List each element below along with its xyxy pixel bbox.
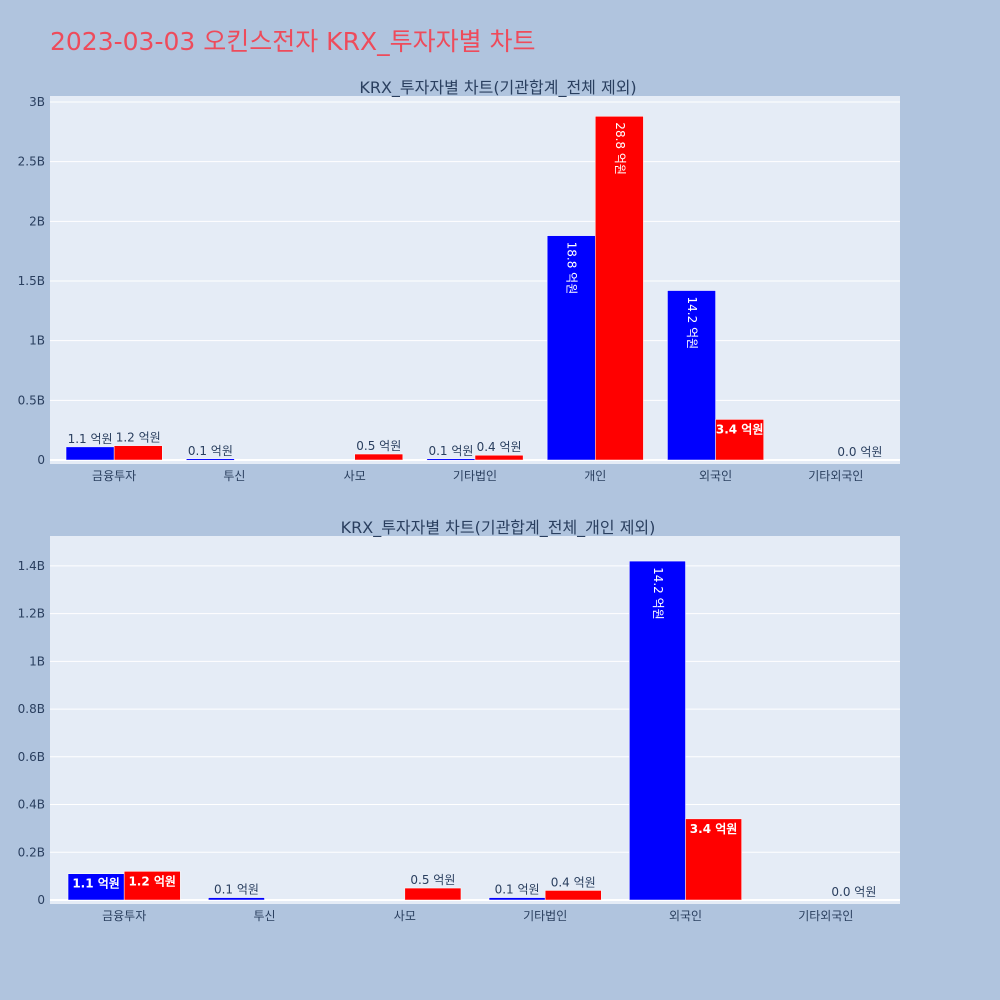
x-tick-label: 기타법인 [523,909,567,923]
y-tick-label: 1.5B [18,274,45,288]
y-tick-label: 1.4B [18,559,45,573]
data-label: 0.1 억원 [495,883,540,897]
data-label: 14.2 억원 [685,297,699,350]
data-label: 18.8 억원 [565,242,579,295]
data-label: 0.1 억원 [188,444,233,458]
x-tick-label: 기타외국인 [798,909,853,923]
x-tick-label: 기타법인 [453,469,497,483]
data-label: 0.1 억원 [214,883,259,897]
data-label: 0.4 억원 [551,875,596,889]
chart-top: KRX_투자자별 차트(기관합계_전체 제외) 0 0.5B 1B 1.5B 2B 2.5B… [18,78,900,483]
bar [715,419,764,461]
bar [667,290,716,461]
data-label: 3.4 억원 [716,422,764,436]
x-tick-label: 외국인 [699,469,732,483]
y-tick-label: 1B [29,654,45,668]
x-tick-label: 외국인 [669,909,702,923]
bar [629,560,686,901]
data-label: 1.2 억원 [128,874,176,888]
x-tick-label: 사모 [344,469,366,483]
data-label: 1.1 억원 [68,432,113,446]
x-tick-label: 투신 [223,469,245,483]
y-tick-label: 0.4B [18,798,45,812]
data-label: 0.1 억원 [428,444,473,458]
bar [65,446,115,461]
bar [546,235,596,461]
bar [595,116,644,461]
plot-area [50,96,900,464]
y-tick-label: 2.5B [18,155,45,169]
data-label: 0.5 억원 [356,439,401,453]
bar [426,458,476,461]
y-tick-label: 1.2B [18,607,45,621]
data-label: 0.0 억원 [831,885,876,899]
data-label: 0.4 억원 [477,440,522,454]
bar [354,453,404,461]
y-tick-label: 0.5B [18,393,45,407]
data-label: 1.1 억원 [72,877,120,891]
data-label: 28.8 억원 [613,122,627,175]
bar [685,818,742,901]
chart-title: KRX_투자자별 차트(기관합계_전체 제외) [359,78,636,98]
data-label: 1.2 억원 [116,431,161,445]
bar [123,871,181,901]
bar [544,890,602,901]
page-title: 2023-03-03 오킨스전자 KRX_투자자별 차트 [50,27,536,56]
data-label: 3.4 억원 [690,822,738,836]
bar [186,458,235,461]
x-tick-label: 금융투자 [102,909,146,923]
bar [404,887,462,901]
y-tick-label: 0.6B [18,750,45,764]
data-label: 14.2 억원 [651,567,665,620]
data-label: 0.0 억원 [837,445,882,459]
bar [208,897,265,901]
y-tick-label: 1B [29,334,45,348]
data-label: 0.5 억원 [410,873,455,887]
plot-area [50,536,900,904]
bar [488,897,546,901]
x-tick-label: 투신 [253,909,275,923]
y-tick-label: 0 [37,893,45,907]
y-tick-label: 2B [29,214,45,228]
x-tick-label: 금융투자 [92,469,136,483]
bar [474,454,524,461]
chart-bottom: KRX_투자자별 차트(기관합계_전체_개인 제외) 0 0.2B 0.4B 0.6B 0… [18,518,900,923]
x-tick-label: 사모 [394,909,416,923]
chart-title: KRX_투자자별 차트(기관합계_전체_개인 제외) [341,518,656,538]
y-tick-label: 0.8B [18,702,45,716]
x-tick-label: 개인 [584,469,606,483]
x-tick-label: 기타외국인 [808,469,863,483]
y-tick-label: 0 [37,453,45,467]
bar [113,445,163,461]
y-tick-label: 0.2B [18,845,45,859]
y-tick-label: 3B [29,95,45,109]
